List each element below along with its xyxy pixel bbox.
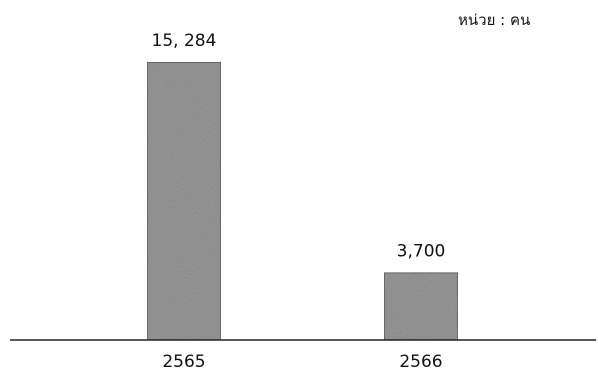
bar-2565 (146, 61, 222, 341)
data-label-2566: 3,700 (397, 242, 446, 262)
x-tick-label-2565: 2565 (162, 352, 205, 372)
bars-layer (146, 61, 459, 341)
labels-layer: 15, 284 2565 3,700 2566 (152, 31, 446, 372)
unit-label: หน่วย : คน (458, 11, 531, 29)
data-label-2565: 15, 284 (152, 31, 217, 51)
x-tick-label-2566: 2566 (399, 352, 442, 372)
bar-2566 (383, 272, 459, 341)
